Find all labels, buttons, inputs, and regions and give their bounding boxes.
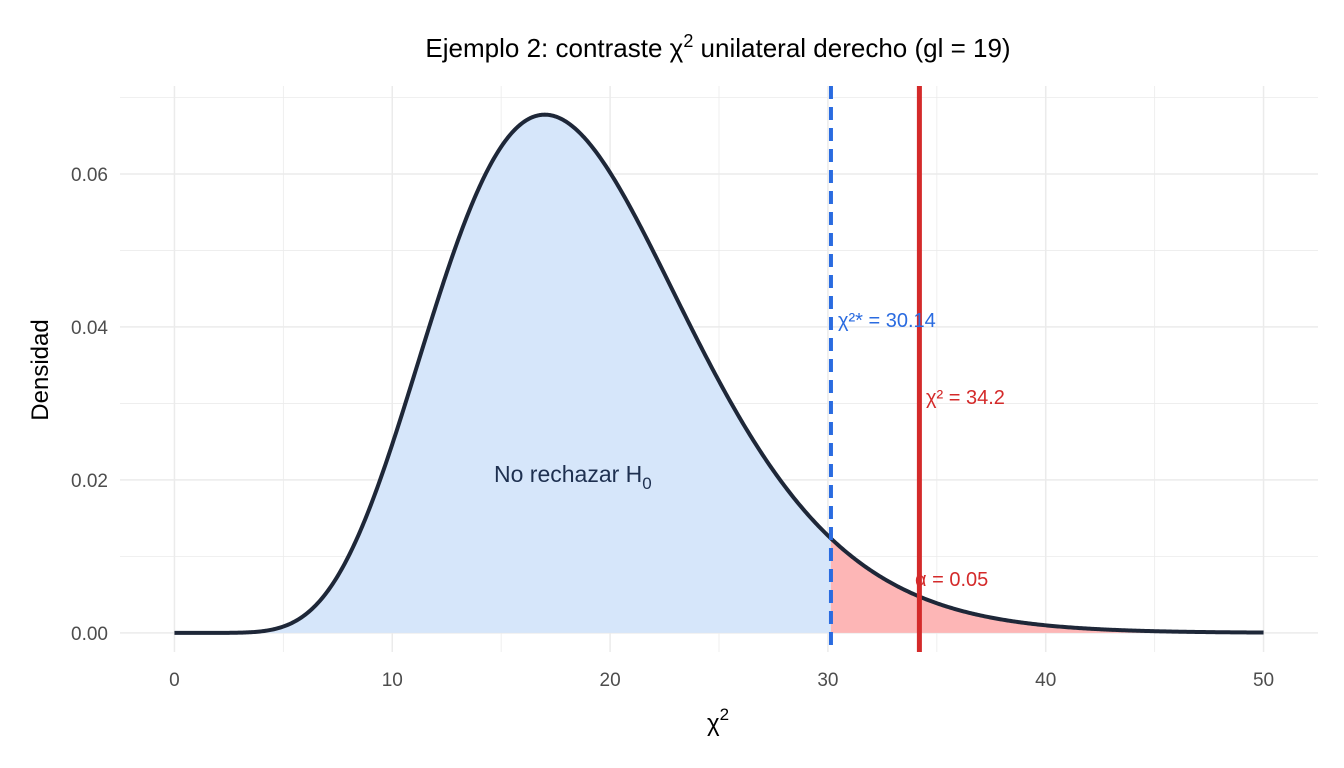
observed-statistic-label: χ² = 34.2 xyxy=(926,387,1005,409)
title-chi-symbol: χ xyxy=(670,33,684,63)
y-axis-label: Densidad xyxy=(27,319,54,420)
acceptance-label-subscript: 0 xyxy=(642,474,651,493)
x-label-chi-symbol: χ xyxy=(707,710,720,737)
x-tick-label: 40 xyxy=(1035,670,1056,691)
y-tick-label: 0.00 xyxy=(71,624,108,645)
tick-labels: 0 10 20 30 40 50 0.00 0.02 0.04 0.06 xyxy=(71,165,1274,691)
x-tick-label: 10 xyxy=(382,670,403,691)
x-tick-label: 20 xyxy=(600,670,621,691)
rejection-region xyxy=(830,538,1264,633)
y-tick-label: 0.02 xyxy=(71,471,108,492)
alpha-label: α = 0.05 xyxy=(915,569,988,591)
density-curve xyxy=(173,112,1265,635)
y-tick-label: 0.04 xyxy=(71,318,108,339)
y-tick-label: 0.06 xyxy=(71,165,108,186)
title-post: unilateral derecho (gl = 19) xyxy=(693,33,1010,63)
x-tick-label: 30 xyxy=(817,670,838,691)
chart-title: Ejemplo 2: contraste χ2 unilateral derec… xyxy=(425,31,1010,63)
critical-value-label: χ²* = 30.14 xyxy=(838,310,936,332)
title-pre: Ejemplo 2: contraste xyxy=(425,33,669,63)
x-axis-label: χ2 xyxy=(707,705,729,737)
acceptance-region-label: No rechazar H0 xyxy=(494,461,652,493)
x-tick-label: 0 xyxy=(169,670,180,691)
x-label-superscript: 2 xyxy=(720,705,729,724)
x-tick-label: 50 xyxy=(1253,670,1274,691)
acceptance-label-text: No rechazar H xyxy=(494,461,642,487)
title-superscript: 2 xyxy=(683,31,693,51)
acceptance-region xyxy=(174,114,831,633)
